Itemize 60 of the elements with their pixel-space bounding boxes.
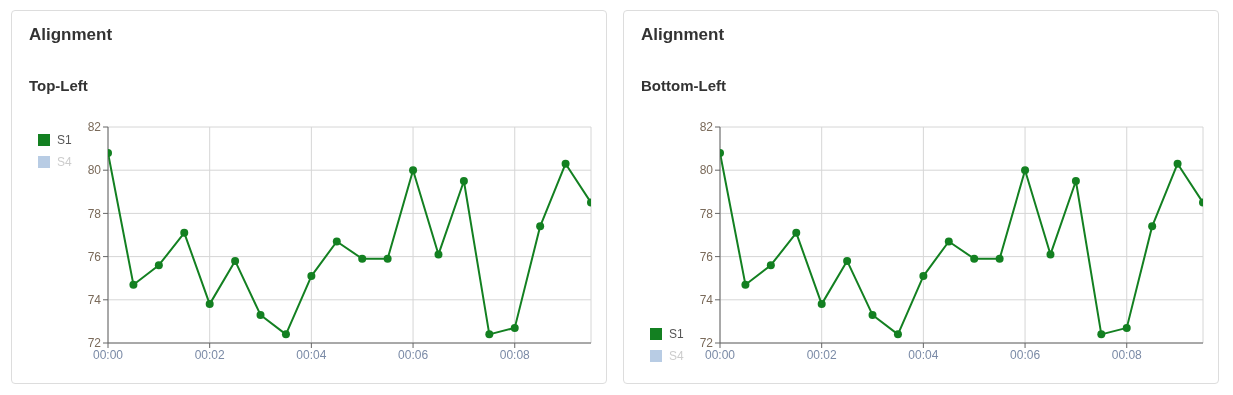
point (561, 159, 570, 168)
point (1046, 250, 1055, 259)
point (332, 237, 341, 246)
point (205, 300, 214, 309)
point (510, 323, 519, 332)
point (843, 256, 852, 265)
point (1173, 159, 1182, 168)
y-tick-label: 76 (87, 249, 102, 264)
point (307, 272, 316, 281)
x-tick-label: 00:04 (908, 347, 939, 362)
point (281, 330, 290, 339)
y-tick-label: 74 (699, 293, 714, 308)
y-tick-label: 76 (699, 249, 714, 264)
point (485, 330, 494, 339)
y-tick-label: 78 (699, 206, 714, 221)
y-tick-label: 82 (699, 120, 714, 135)
point (970, 254, 979, 263)
point (817, 300, 826, 309)
y-tick-label: 78 (87, 206, 102, 221)
point (383, 254, 392, 263)
point (1097, 330, 1106, 339)
y-tick-label: 74 (87, 293, 102, 308)
x-tick-label: 00:06 (398, 347, 429, 362)
point (1021, 166, 1030, 175)
point (1071, 177, 1080, 185)
point (792, 228, 801, 237)
y-tick-label: 82 (87, 120, 102, 135)
point (536, 222, 545, 231)
point (154, 261, 163, 270)
point (231, 256, 240, 265)
point (766, 261, 775, 270)
point (459, 177, 468, 185)
x-tick-label: 00:08 (499, 347, 531, 362)
y-tick-label: 80 (699, 163, 714, 178)
point (409, 166, 418, 175)
point (180, 228, 189, 237)
x-tick-label: 00:04 (296, 347, 327, 362)
point (944, 237, 953, 246)
point (129, 280, 138, 289)
point (919, 272, 928, 281)
chart-subtitle: Top-Left (29, 77, 88, 94)
point (741, 280, 750, 289)
point (1122, 323, 1131, 332)
point (995, 254, 1004, 263)
x-tick-label: 00:02 (806, 347, 838, 362)
chart-subtitle: Bottom-Left (641, 77, 726, 94)
x-tick-label: 00:06 (1010, 347, 1041, 362)
legend-label: S1 (57, 133, 72, 147)
point (893, 330, 902, 339)
chart-title: Alignment (641, 25, 725, 45)
x-tick-label: 00:02 (194, 347, 226, 362)
point (868, 310, 877, 319)
point (358, 254, 367, 263)
chart-title: Alignment (29, 25, 113, 45)
point (256, 310, 265, 319)
y-tick-label: 80 (87, 163, 102, 178)
point (1148, 222, 1157, 231)
point (434, 250, 443, 259)
legend-label: S1 (669, 327, 684, 341)
x-tick-label: 00:08 (1111, 347, 1143, 362)
